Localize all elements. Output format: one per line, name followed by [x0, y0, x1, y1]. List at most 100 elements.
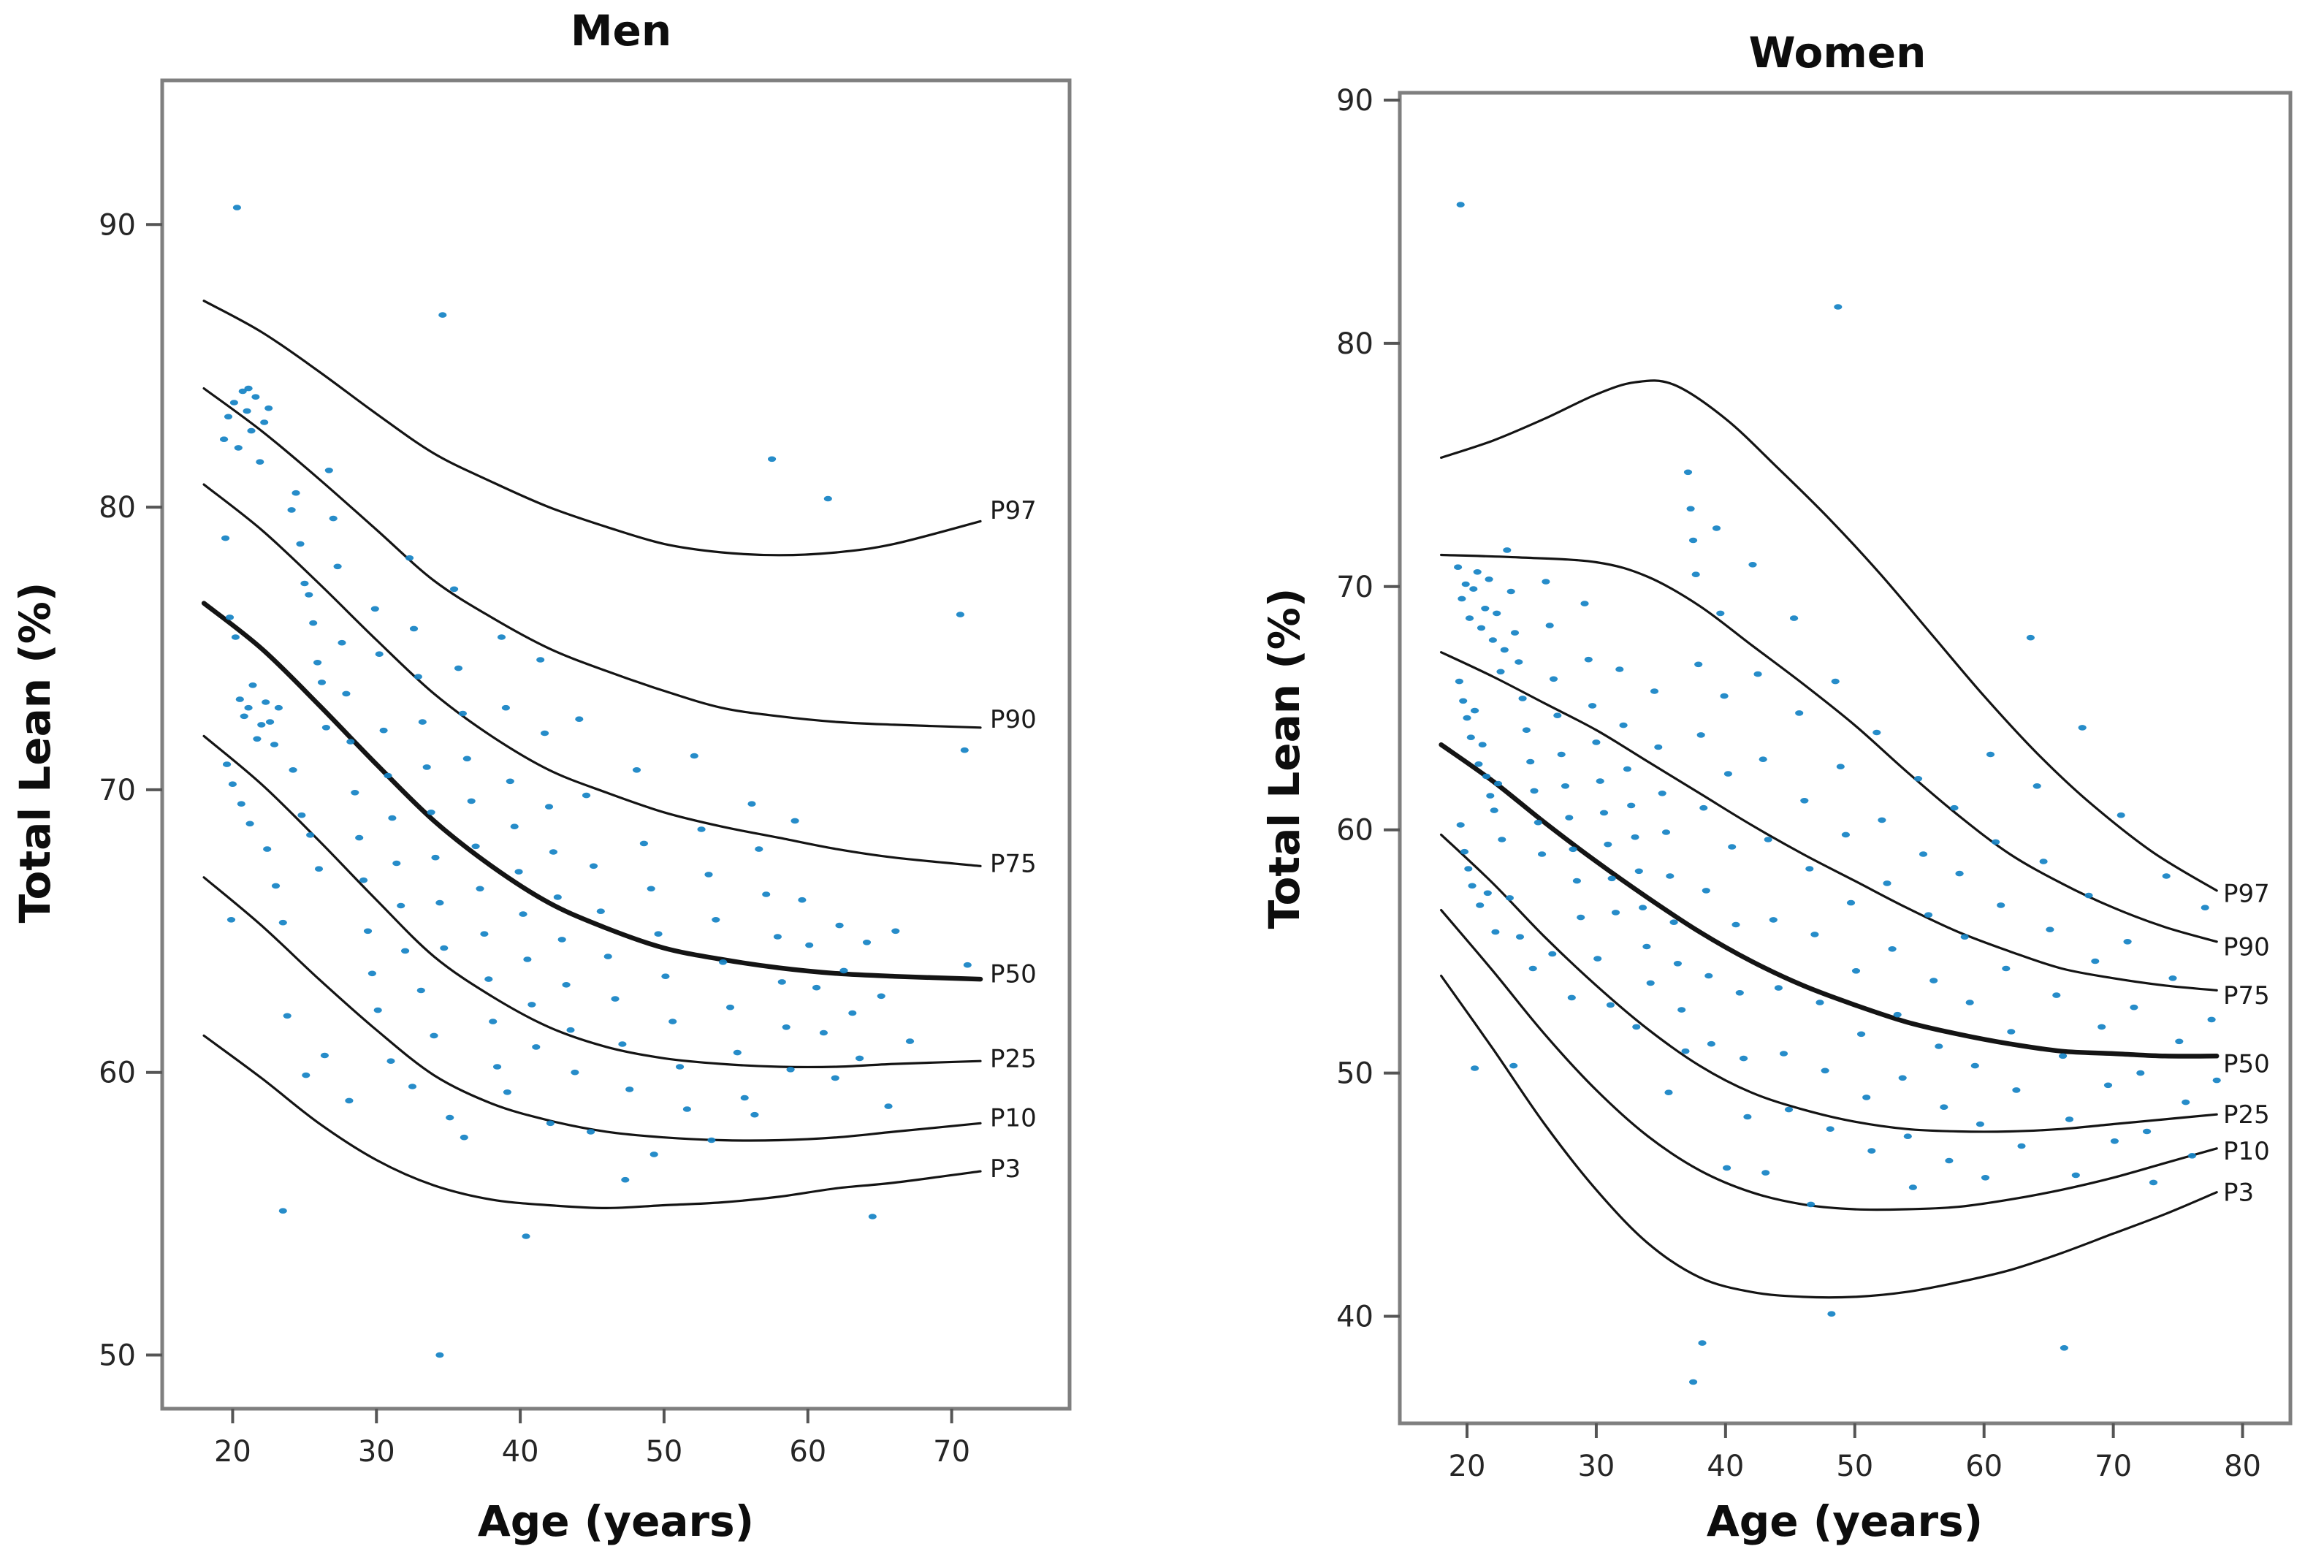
women-data-point — [1784, 1106, 1794, 1113]
men-y-axis-ticks: 50 60 70 80 90 — [99, 208, 162, 1373]
men-data-point — [342, 690, 351, 697]
women-data-point — [1515, 659, 1523, 665]
men-data-point — [553, 894, 562, 900]
men-data-point — [523, 956, 532, 962]
men-data-point — [790, 818, 799, 824]
men-data-point — [740, 1095, 749, 1101]
women-data-point — [1728, 844, 1737, 850]
women-data-point — [1981, 1175, 1990, 1181]
women-data-point — [1565, 815, 1574, 821]
women-data-point — [2136, 1070, 2145, 1076]
men-data-point — [725, 1004, 735, 1011]
men-data-point — [768, 456, 777, 463]
women-data-point — [2123, 939, 2132, 945]
women-data-point — [1650, 688, 1659, 694]
men-curve-P25 — [202, 734, 982, 1069]
men-data-point — [244, 704, 253, 711]
men-data-point — [497, 634, 506, 640]
women-data-point — [1491, 929, 1500, 935]
men-data-point — [682, 1106, 692, 1112]
men-percentile-curves — [201, 300, 983, 1210]
women-data-point — [1545, 623, 1554, 628]
women-data-point — [2182, 1099, 2190, 1105]
women-curve-P75 — [1440, 651, 2218, 992]
men-data-point — [324, 468, 333, 473]
women-data-point — [1761, 1170, 1770, 1176]
women-data-point — [1696, 732, 1705, 738]
women-label-P90: P90 — [2223, 933, 2270, 962]
women-data-point — [1606, 1002, 1615, 1008]
women-data-point — [1528, 965, 1537, 972]
women-data-point — [1503, 547, 1512, 553]
women-data-point — [1929, 978, 1938, 983]
men-data-point — [625, 1086, 634, 1092]
women-data-point — [2039, 859, 2048, 864]
women-data-point — [2207, 1016, 2216, 1023]
women-data-point — [1518, 696, 1527, 701]
women-data-point — [2071, 1172, 2080, 1179]
women-data-point — [1723, 1165, 1731, 1171]
men-data-point — [247, 427, 256, 434]
women-data-point — [1496, 669, 1505, 675]
y-tick-label: 80 — [1336, 327, 1374, 361]
men-data-point — [647, 886, 655, 892]
women-data-point — [1997, 902, 2005, 908]
y-tick-label: 90 — [99, 208, 136, 242]
women-data-point — [1466, 734, 1475, 740]
women-data-point — [1572, 878, 1581, 884]
men-data-point — [589, 863, 598, 869]
women-data-point — [1702, 888, 1710, 894]
women-data-point — [1557, 751, 1566, 758]
women-y-axis-label: Total Lean (%) — [1260, 587, 1309, 929]
women-data-point — [1522, 727, 1531, 733]
women-data-point — [1599, 810, 1609, 816]
women-label-P3: P3 — [2223, 1179, 2254, 1208]
women-plot-box — [1398, 91, 2293, 1426]
x-tick-label: 60 — [1965, 1450, 2003, 1483]
women-data-point — [1950, 804, 1959, 811]
men-data-point — [819, 1030, 828, 1036]
men-data-point — [676, 1064, 685, 1070]
men-data-point — [289, 767, 297, 773]
men-data-point — [220, 436, 229, 442]
x-tick-label: 80 — [2224, 1450, 2261, 1483]
men-x-axis-ticks: 20 30 40 50 60 70 — [214, 1409, 970, 1469]
y-tick-label: 80 — [99, 491, 136, 525]
women-data-point — [1461, 581, 1470, 587]
men-data-point — [704, 872, 713, 878]
women-data-point — [1658, 791, 1666, 796]
women-curve-P97 — [1440, 379, 2218, 892]
men-data-point — [223, 761, 232, 767]
men-data-point — [549, 849, 558, 855]
men-data-point — [582, 792, 591, 799]
men-data-point — [264, 405, 273, 411]
men-data-point — [471, 843, 480, 850]
men-y-axis-label: Total Lean (%) — [10, 582, 60, 924]
women-data-point — [2175, 1038, 2184, 1045]
men-data-point — [450, 586, 459, 593]
women-data-point — [2046, 926, 2054, 932]
men-data-point — [346, 739, 355, 745]
women-data-point — [2084, 892, 2093, 899]
women-data-point — [1945, 1157, 1954, 1164]
men-data-point — [566, 1027, 575, 1033]
women-data-point — [1898, 1075, 1907, 1081]
men-data-point — [418, 719, 427, 725]
women-data-point — [1642, 943, 1651, 950]
men-data-point — [367, 970, 376, 977]
men-data-point — [309, 620, 318, 626]
women-data-point — [1699, 804, 1708, 811]
y-tick-label: 40 — [1336, 1301, 1374, 1334]
women-data-point — [1924, 912, 1933, 918]
women-data-point — [1471, 1065, 1479, 1071]
men-data-point — [661, 973, 670, 979]
men-data-point — [835, 922, 844, 929]
men-data-point — [397, 902, 405, 909]
women-data-point — [1596, 778, 1604, 784]
men-panel: 20 30 40 50 60 70 50 60 70 80 90 P97 P90 P75 P50 P25 P10… — [99, 78, 1072, 1469]
women-data-point — [2098, 1024, 2106, 1030]
men-data-point — [484, 976, 493, 982]
men-label-P10: P10 — [990, 1104, 1037, 1133]
women-data-point — [1468, 883, 1477, 889]
y-tick-label: 50 — [1336, 1057, 1374, 1091]
